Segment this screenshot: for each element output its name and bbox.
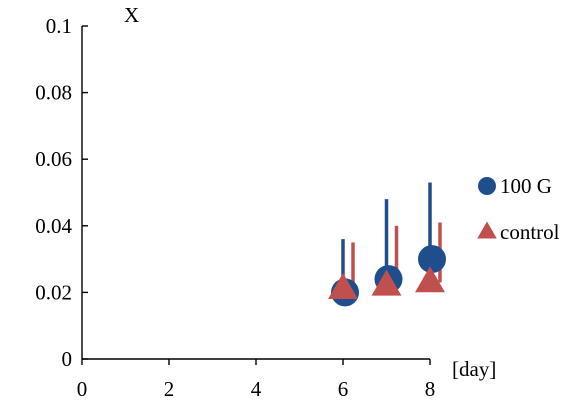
y-tick-label: 0.1 — [46, 14, 72, 38]
point-control — [415, 266, 445, 293]
x-axis-label: [day] — [452, 357, 496, 381]
x-tick-label: 6 — [338, 377, 349, 401]
y-tick-label: 0.02 — [35, 280, 72, 304]
point-100-g — [418, 245, 446, 274]
point-control — [371, 269, 402, 296]
y-ticks: 0 0.02 0.04 0.06 0.08 0.1 — [35, 14, 88, 371]
data-points — [328, 245, 446, 307]
x-tick-label: 0 — [77, 377, 88, 401]
x-tick-label: 4 — [251, 377, 262, 401]
legend-marker — [477, 221, 497, 239]
x-ticks: 0 2 4 6 8 — [77, 359, 436, 401]
y-tick-label: 0.04 — [35, 214, 72, 238]
y-axis-label: X — [124, 3, 139, 27]
y-tick-label: 0 — [62, 347, 73, 371]
legend: 100 G control — [477, 174, 560, 244]
y-tick-label: 0.08 — [35, 81, 72, 105]
legend-label: 100 G — [500, 174, 552, 198]
x-tick-label: 2 — [164, 377, 175, 401]
axes — [81, 26, 430, 360]
point-control — [328, 272, 358, 299]
x-tick-label: 8 — [425, 377, 436, 401]
y-tick-label: 0.06 — [35, 147, 72, 171]
legend-label: control — [500, 220, 560, 244]
legend-marker — [478, 177, 496, 195]
